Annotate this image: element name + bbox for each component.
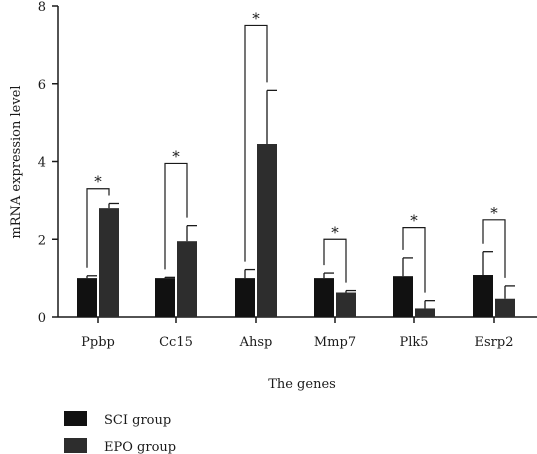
legend-label-sci: SCI group bbox=[104, 413, 171, 428]
significance-star: * bbox=[252, 9, 260, 27]
x-tick-label: Ahsp bbox=[239, 335, 273, 350]
significance-star: * bbox=[331, 223, 339, 241]
significance-bracket bbox=[244, 24, 268, 262]
x-axis-label: The genes bbox=[268, 377, 336, 392]
bar-esrp2-epo bbox=[495, 298, 515, 317]
bar-cc15-epo bbox=[177, 241, 197, 317]
error-bars bbox=[86, 89, 515, 309]
x-tick-label: Cc15 bbox=[159, 335, 193, 350]
bar-mmp7-sci bbox=[314, 278, 334, 317]
bar-ppbp-epo bbox=[99, 208, 119, 317]
significance-bracket bbox=[164, 162, 188, 270]
significance-bracket bbox=[86, 188, 110, 268]
bar-plk5-epo bbox=[415, 308, 435, 317]
significance-bracket bbox=[482, 219, 506, 278]
bar-mmp7-epo bbox=[336, 292, 356, 317]
bar-plk5-sci bbox=[393, 276, 413, 317]
x-tick-label: Mmp7 bbox=[314, 335, 356, 350]
bar-cc15-sci bbox=[155, 278, 175, 317]
legend-swatch-sci bbox=[64, 411, 87, 426]
y-tick-label: 4 bbox=[38, 156, 46, 171]
legend: SCI group EPO group bbox=[64, 411, 176, 454]
bar-esrp2-sci bbox=[473, 275, 493, 317]
y-tick-label: 6 bbox=[38, 78, 46, 93]
significance-bracket bbox=[402, 226, 426, 293]
axes: 0 2 4 6 8 Ppbp Cc15 Ahsp Mmp7 Plk5 Esrp2 bbox=[38, 0, 537, 350]
significance-star: * bbox=[172, 147, 180, 165]
significance-star: * bbox=[490, 204, 498, 222]
y-tick-label: 8 bbox=[38, 0, 46, 15]
x-tick-label: Esrp2 bbox=[475, 335, 514, 350]
significance-bracket bbox=[323, 238, 347, 283]
significance-star: * bbox=[410, 212, 418, 230]
y-tick-label: 0 bbox=[38, 311, 46, 326]
x-tick-label: Ppbp bbox=[81, 335, 115, 350]
bar-ppbp-sci bbox=[77, 278, 97, 317]
significance-star: * bbox=[94, 173, 102, 191]
significance-brackets: * * * * * * bbox=[86, 9, 506, 293]
bar-ahsp-epo bbox=[257, 144, 277, 317]
bars bbox=[77, 144, 515, 317]
y-axis-label: mRNA expression level bbox=[9, 85, 24, 238]
legend-label-epo: EPO group bbox=[104, 440, 176, 454]
bar-ahsp-sci bbox=[235, 278, 255, 317]
y-tick-label: 2 bbox=[38, 233, 46, 248]
legend-swatch-epo bbox=[64, 438, 87, 453]
x-tick-label: Plk5 bbox=[399, 335, 428, 350]
